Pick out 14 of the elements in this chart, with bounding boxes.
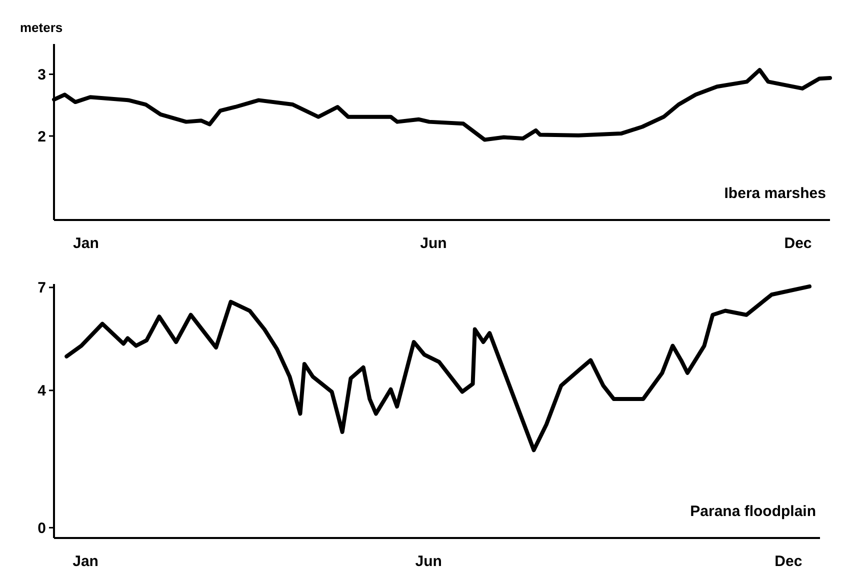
y-tick-label: 0 — [38, 520, 46, 537]
text: Parana floodplain — [690, 503, 816, 520]
x-tick-label: Dec — [774, 553, 802, 570]
y-axis-title: meters — [20, 20, 63, 35]
x-tick-label: Jun — [420, 235, 447, 252]
x-tick-label: Jun — [415, 553, 442, 570]
y-tick-label: 2 — [38, 128, 46, 146]
x-tick-label: Dec — [784, 235, 812, 252]
x-tick-label: Jan — [73, 235, 99, 252]
x-tick-label: Jan — [72, 553, 98, 570]
y-tick-label: 4 — [38, 382, 47, 400]
y-tick-label: 7 — [38, 280, 46, 297]
text: Ibera marshes — [724, 185, 826, 202]
y-tick-label: 3 — [38, 66, 46, 84]
